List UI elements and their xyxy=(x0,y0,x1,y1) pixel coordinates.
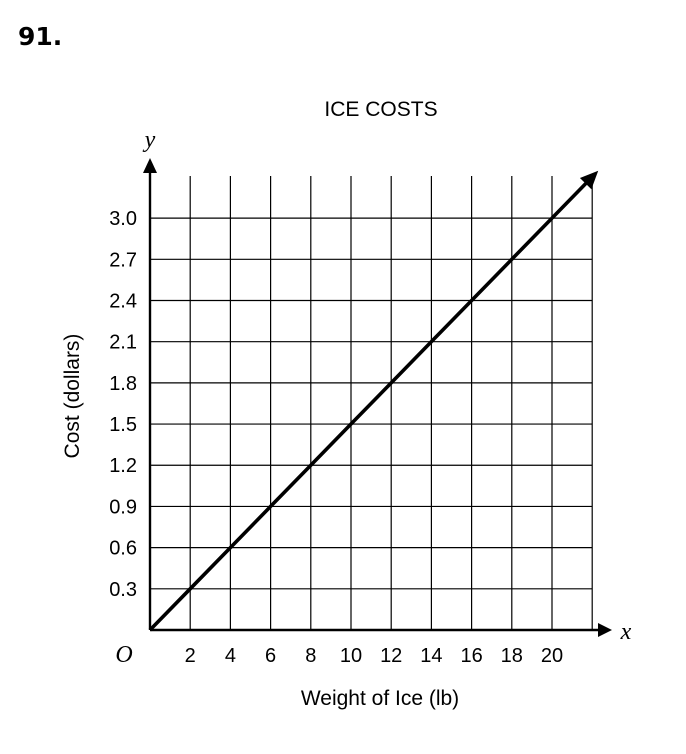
x-tick-label: 16 xyxy=(460,645,482,667)
y-tick-label: 1.5 xyxy=(109,414,137,436)
axes xyxy=(143,158,612,637)
y-tick-label: 3.0 xyxy=(109,208,137,230)
y-tick-label: 2.4 xyxy=(109,290,137,312)
x-tick-label: 10 xyxy=(340,645,362,667)
problem-number: 91. xyxy=(18,22,63,51)
x-tick-label: 12 xyxy=(380,645,402,667)
gridlines xyxy=(150,176,593,630)
x-tick-label: 18 xyxy=(501,645,523,667)
x-tick-label: 6 xyxy=(265,645,276,667)
origin-label: O xyxy=(115,642,132,668)
x-tick-label: 8 xyxy=(305,645,316,667)
series-line xyxy=(148,216,554,632)
y-tick-label: 0.3 xyxy=(109,579,137,601)
tick-labels: 2 4 6 8 10 12 14 16 18 20 0.3 0.6 0.9 1.2 1.5 1.8 2.1 2.4… xyxy=(109,208,563,667)
x-axis-label: Weight of Ice (lb) xyxy=(301,687,459,710)
x-axis-letter: x xyxy=(620,619,632,645)
y-tick-label: 0.9 xyxy=(109,496,137,518)
y-tick-label: 2.1 xyxy=(109,332,137,354)
x-axis-arrowhead xyxy=(598,623,612,637)
x-tick-label: 2 xyxy=(185,645,196,667)
x-tick-label: 14 xyxy=(420,645,442,667)
y-axis-arrowhead xyxy=(143,158,157,173)
series-arrowhead xyxy=(579,170,599,190)
x-tick-label: 4 xyxy=(225,645,236,667)
series-layer xyxy=(148,170,599,632)
y-tick-label: 2.7 xyxy=(109,249,137,271)
y-tick-label: 1.2 xyxy=(109,455,137,477)
x-tick-label: 20 xyxy=(541,645,563,667)
y-axis-label: Cost (dollars) xyxy=(61,334,84,459)
y-tick-label: 0.6 xyxy=(109,538,137,560)
y-axis-letter: y xyxy=(143,127,156,153)
series-line-extension xyxy=(550,181,588,220)
y-tick-label: 1.8 xyxy=(109,373,137,395)
chart-title: ICE COSTS xyxy=(324,98,437,121)
